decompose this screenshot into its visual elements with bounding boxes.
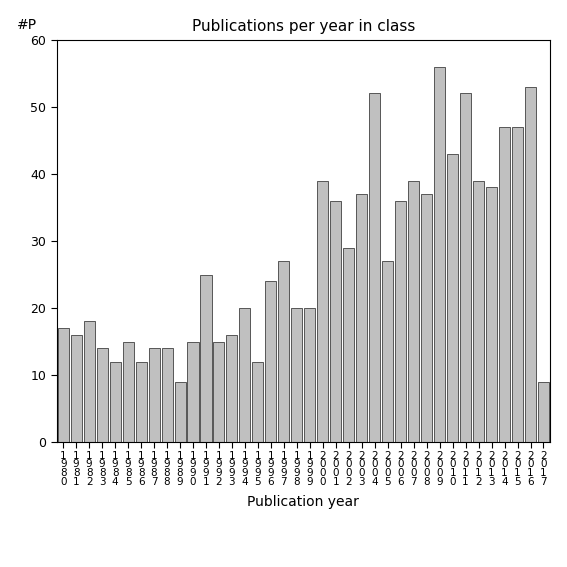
Bar	[239, 308, 251, 442]
Bar	[382, 261, 393, 442]
Bar	[331, 201, 341, 442]
Bar	[136, 362, 147, 442]
Bar	[213, 341, 225, 442]
Bar	[96, 348, 108, 442]
Bar	[434, 66, 445, 442]
Bar	[226, 335, 238, 442]
Bar	[486, 187, 497, 442]
Bar	[188, 341, 198, 442]
Bar	[318, 180, 328, 442]
Title: Publications per year in class: Publications per year in class	[192, 19, 415, 35]
Bar	[265, 281, 276, 442]
Bar	[525, 87, 536, 442]
Bar	[343, 248, 354, 442]
Bar	[304, 308, 315, 442]
Bar	[356, 194, 367, 442]
Text: #P: #P	[17, 18, 37, 32]
X-axis label: Publication year: Publication year	[247, 496, 359, 509]
Bar	[122, 341, 134, 442]
Bar	[291, 308, 302, 442]
Bar	[473, 180, 484, 442]
Bar	[252, 362, 264, 442]
Bar	[201, 274, 211, 442]
Bar	[538, 382, 549, 442]
Bar	[408, 180, 419, 442]
Bar	[369, 94, 380, 442]
Bar	[278, 261, 289, 442]
Bar	[421, 194, 432, 442]
Bar	[447, 154, 458, 442]
Bar	[395, 201, 406, 442]
Bar	[512, 127, 523, 442]
Bar	[149, 348, 159, 442]
Bar	[499, 127, 510, 442]
Bar	[162, 348, 172, 442]
Bar	[175, 382, 185, 442]
Bar	[71, 335, 82, 442]
Bar	[109, 362, 121, 442]
Bar	[84, 321, 95, 442]
Bar	[460, 94, 471, 442]
Bar	[58, 328, 69, 442]
